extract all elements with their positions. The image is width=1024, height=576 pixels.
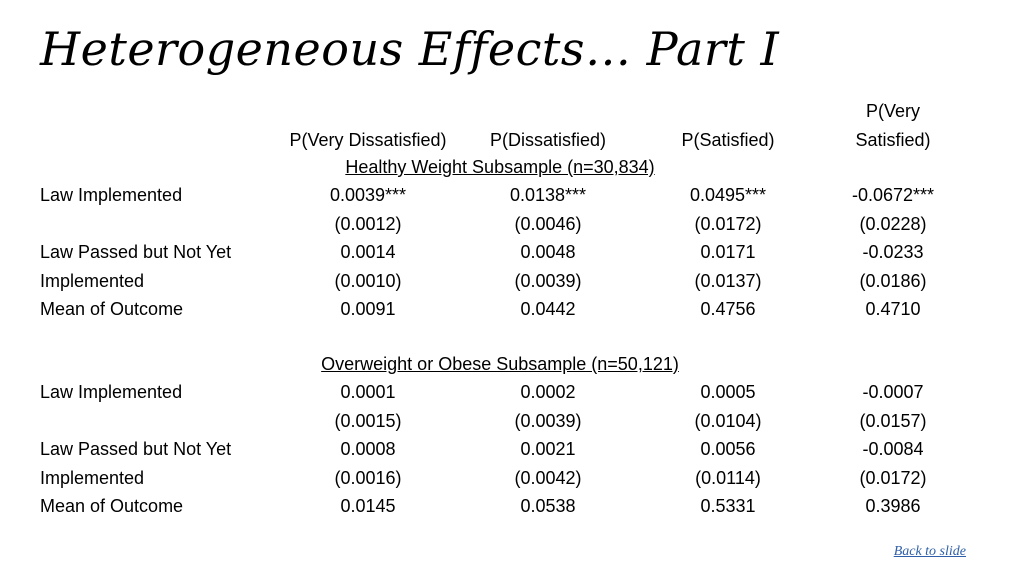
row-label: Law Implemented bbox=[40, 185, 183, 205]
table-cell: 0.0039*** bbox=[329, 185, 407, 205]
table-cell: 0.0091 bbox=[340, 299, 396, 319]
table-cell: -0.0672*** bbox=[851, 185, 935, 205]
table-cell: (0.0186) bbox=[859, 271, 927, 291]
table-cell: 0.0014 bbox=[340, 242, 396, 262]
table-cell: 0.0171 bbox=[700, 242, 756, 262]
table-cell: (0.0104) bbox=[694, 411, 762, 431]
table-cell: 0.4710 bbox=[865, 299, 921, 319]
table-cell: 0.0008 bbox=[340, 439, 396, 459]
table-cell: 0.0145 bbox=[340, 496, 396, 516]
table-cell: (0.0172) bbox=[694, 214, 762, 234]
table-cell: 0.0442 bbox=[520, 299, 576, 319]
row-label: Implemented bbox=[40, 271, 145, 291]
table-cell: 0.4756 bbox=[700, 299, 756, 319]
table-cell: 0.0056 bbox=[700, 439, 756, 459]
col-header-very-satisfied-line1: P(Very bbox=[865, 101, 921, 121]
table-cell: 0.0138*** bbox=[509, 185, 587, 205]
table-cell: (0.0039) bbox=[514, 411, 582, 431]
table-cell: (0.0157) bbox=[859, 411, 927, 431]
table-cell: (0.0046) bbox=[514, 214, 582, 234]
row-label: Implemented bbox=[40, 468, 145, 488]
table-cell: 0.5331 bbox=[700, 496, 756, 516]
table-cell: (0.0137) bbox=[694, 271, 762, 291]
row-label: Law Passed but Not Yet bbox=[40, 439, 232, 459]
col-header-dissatisfied: P(Dissatisfied) bbox=[489, 130, 607, 150]
table-cell: 0.3986 bbox=[865, 496, 921, 516]
table-cell: (0.0172) bbox=[859, 468, 927, 488]
table-cell: -0.0084 bbox=[862, 439, 924, 459]
table-cell: (0.0016) bbox=[334, 468, 402, 488]
table-cell: (0.0010) bbox=[334, 271, 402, 291]
panel-heading-overweight: Overweight or Obese Subsample (n=50,121) bbox=[321, 354, 679, 374]
panel-heading-healthy: Healthy Weight Subsample (n=30,834) bbox=[345, 157, 655, 177]
table-cell: (0.0042) bbox=[514, 468, 582, 488]
table-cell: 0.0005 bbox=[700, 382, 756, 402]
table-cell: -0.0233 bbox=[862, 242, 924, 262]
table-cell: -0.0007 bbox=[862, 382, 924, 402]
row-label: Mean of Outcome bbox=[40, 496, 184, 516]
slide-title: Heterogeneous Effects… Part I bbox=[40, 22, 780, 76]
table-cell: 0.0495*** bbox=[689, 185, 767, 205]
table-cell: 0.0002 bbox=[520, 382, 576, 402]
col-header-very-dissatisfied: P(Very Dissatisfied) bbox=[289, 130, 447, 150]
table-cell: (0.0228) bbox=[859, 214, 927, 234]
table-cell: (0.0039) bbox=[514, 271, 582, 291]
row-label: Law Passed but Not Yet bbox=[40, 242, 232, 262]
table-cell: 0.0021 bbox=[520, 439, 576, 459]
table-cell: 0.0538 bbox=[520, 496, 576, 516]
table-cell: (0.0015) bbox=[334, 411, 402, 431]
table-cell: (0.0012) bbox=[334, 214, 402, 234]
col-header-very-satisfied-line2: Satisfied) bbox=[855, 130, 931, 150]
table-cell: (0.0114) bbox=[695, 468, 761, 488]
col-header-satisfied: P(Satisfied) bbox=[681, 130, 775, 150]
back-to-slide-link[interactable]: Back to slide bbox=[893, 544, 966, 559]
row-label: Law Implemented bbox=[40, 382, 183, 402]
row-label: Mean of Outcome bbox=[40, 299, 184, 319]
table-cell: 0.0001 bbox=[340, 382, 396, 402]
table-cell: 0.0048 bbox=[520, 242, 576, 262]
